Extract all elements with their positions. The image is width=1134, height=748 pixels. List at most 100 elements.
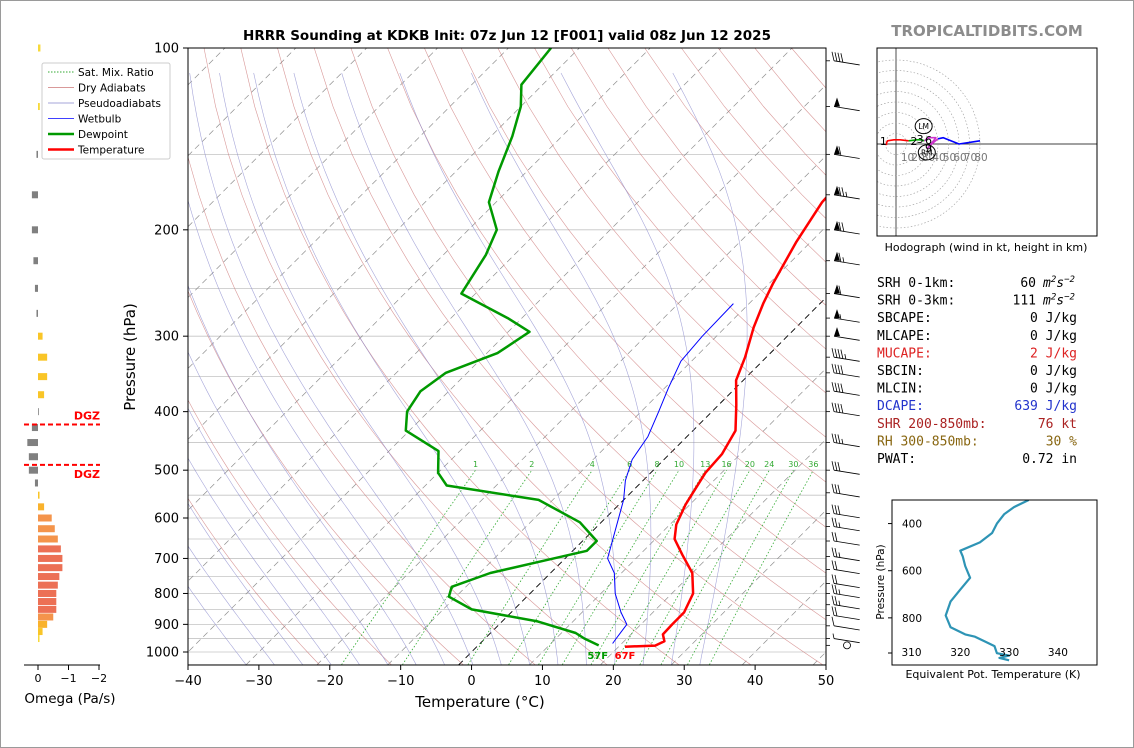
parameter-name: SBCIN: [877, 364, 924, 379]
pseudo-adiabat-line [189, 72, 474, 665]
barb-flag [831, 382, 835, 392]
barb-half-flag [841, 438, 844, 445]
barb-flag [831, 461, 835, 471]
barb-flag [837, 52, 841, 62]
parameter-value: 0.72 in [1022, 452, 1077, 467]
pseudo-adiabat-line [188, 199, 445, 665]
skewt-frame [187, 47, 827, 666]
barb-pennant [834, 251, 840, 261]
hodograph-range-ring [885, 133, 907, 155]
barb-flag [838, 285, 842, 295]
barb-half-flag [842, 257, 845, 263]
barb-pennant [834, 309, 840, 319]
theta-e-trace [944, 500, 1030, 662]
omega-bar [38, 525, 55, 533]
barb-staff [833, 260, 860, 266]
hodograph-ring-label: 50 [943, 152, 956, 164]
barb-flag [831, 595, 835, 605]
x-tick-label: −30 [245, 674, 272, 689]
barb-flag [831, 363, 835, 373]
wind-barb [831, 348, 860, 362]
barb-flag [831, 504, 835, 514]
pseudo-adiabat-line [253, 72, 530, 665]
mixing-ratio-label: 13 [700, 460, 710, 469]
barb-staff [833, 335, 860, 341]
omega-bar [36, 309, 38, 317]
barb-flag [834, 504, 838, 515]
mixing-ratio-line [508, 469, 630, 665]
barb-pennant [834, 145, 840, 155]
mixing-ratio-line [590, 469, 706, 665]
omega-bar [38, 332, 43, 340]
barb-flag [834, 532, 838, 542]
hodograph-height-label: 3 [917, 133, 924, 146]
barb-flag [837, 383, 841, 393]
parameter-value: 0 J/kg [1030, 311, 1077, 326]
barb-flag [834, 433, 838, 444]
theta-e-line [944, 500, 1030, 662]
hodograph-ring-label: 60 [953, 152, 966, 164]
omega-bar [38, 635, 40, 643]
wind-barb [831, 606, 860, 621]
dgz-label: DGZ [74, 468, 100, 481]
isotherm-line [316, 155, 826, 665]
barb-half-flag [838, 589, 841, 595]
surface-dewpoint-label: 57F [587, 651, 608, 662]
wind-barb [831, 363, 860, 378]
wind-barb [831, 504, 860, 519]
parameter-name: DCAPE: [877, 399, 924, 414]
storm-motion-label: LM [918, 122, 929, 131]
pseudo-adiabat-line [188, 351, 389, 665]
barb-flag [840, 53, 844, 63]
wind-barb [831, 382, 860, 396]
dry-adiabat-line [188, 497, 320, 665]
dgz-label: DGZ [74, 409, 100, 422]
pseudo-adiabat-line [188, 457, 332, 665]
barb-flag [834, 574, 838, 585]
barb-half-flag [832, 633, 835, 639]
omega-bar [38, 564, 63, 572]
hodograph-ring-label: 80 [974, 152, 987, 164]
parameter-name: SBCAPE: [877, 311, 932, 326]
hodograph-height-label: 6 [925, 134, 932, 147]
mixing-ratio-line [613, 469, 727, 665]
barb-staff [833, 556, 860, 562]
wind-barb [833, 220, 860, 235]
omega-bar [38, 573, 60, 581]
dry-adiabat-line [188, 399, 392, 665]
legend-entry-label: Pseudoadiabats [78, 98, 161, 110]
wind-barb [831, 584, 860, 599]
parameter-value: 30 % [1046, 434, 1077, 449]
y-tick-label: 800 [154, 587, 179, 602]
barb-flag [837, 434, 841, 444]
storm-motion-marker [917, 144, 936, 161]
omega-bar [38, 491, 40, 499]
mixing-ratio-line [687, 470, 794, 665]
mixing-ratio-line [660, 469, 770, 665]
wind-barb [833, 284, 860, 299]
barb-staff [833, 356, 860, 362]
hodograph-height-label: 1 [880, 135, 887, 148]
barb-flag [834, 584, 838, 595]
hodograph-ring-label: 20 [911, 152, 924, 164]
barb-flag [840, 403, 844, 414]
pseudo-adiabat-line [188, 407, 360, 665]
dry-adiabat-line [313, 48, 823, 665]
barb-flag [841, 222, 845, 232]
wind-barb [831, 483, 860, 498]
barb-staff [833, 604, 860, 610]
barb-flag [834, 364, 838, 374]
mixing-ratio-label: 2 [529, 460, 534, 469]
legend-entry-label: Temperature [77, 145, 145, 157]
dry-adiabat-line [460, 48, 826, 483]
dry-adiabat-line [497, 48, 826, 438]
barb-flag [834, 461, 838, 471]
omega-bar [34, 284, 38, 292]
barb-flag [837, 505, 841, 515]
dry-adiabat-line [791, 48, 826, 89]
skewt-background-lines: 1 2 4 6 8 10 13 16 20 24 30 36 [188, 48, 826, 665]
dry-adiabat-line [203, 48, 608, 665]
pseudo-adiabat-line [341, 72, 587, 665]
wind-barb [831, 531, 860, 546]
isotherm-line [812, 651, 826, 665]
